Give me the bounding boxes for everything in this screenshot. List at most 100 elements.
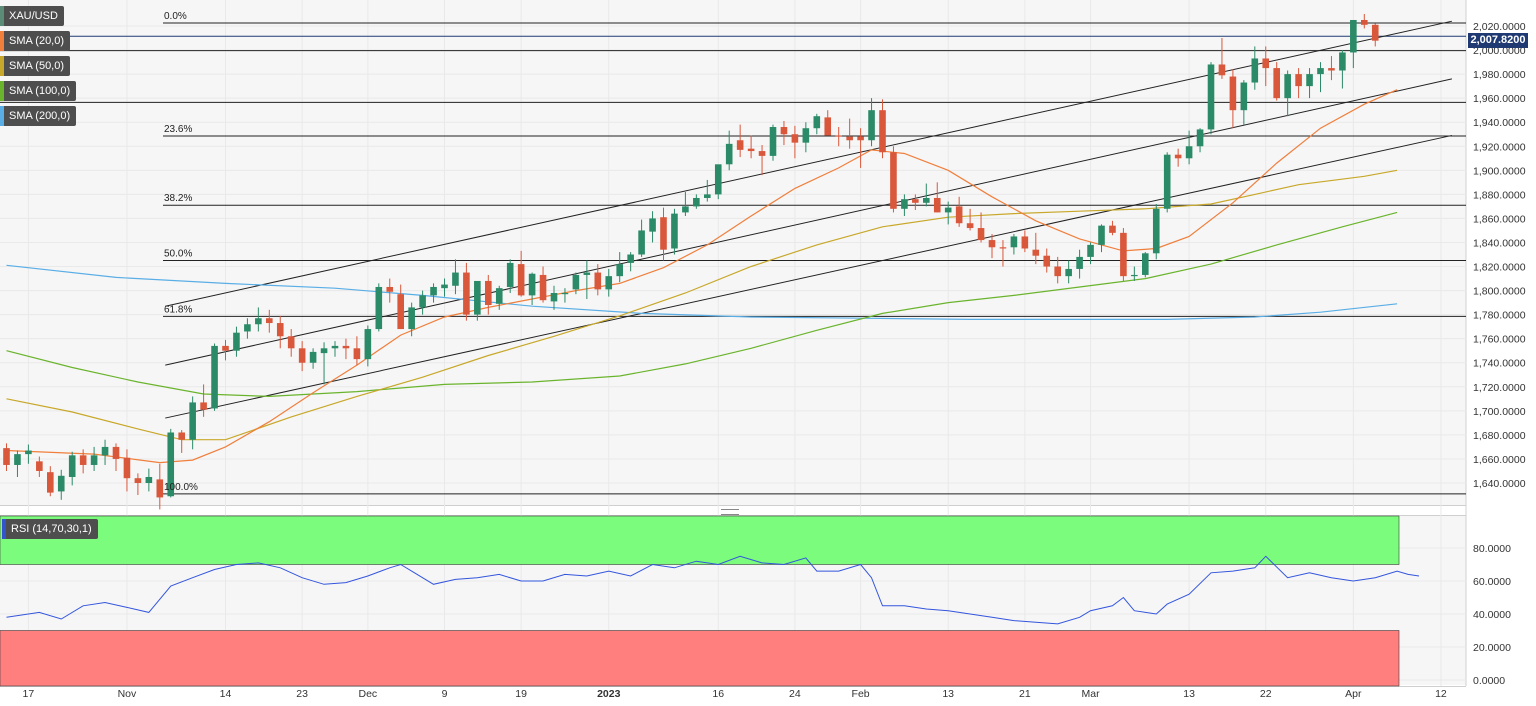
legend-sma-200[interactable]: SMA (200,0): [0, 106, 77, 126]
candle-body-10: [112, 446, 120, 459]
candle-body-19: [211, 345, 218, 409]
candle-66: [725, 130, 733, 171]
price-axis[interactable]: 1,640.0000 1,660.0000 1,680.0000 1,700.0000…: [1473, 21, 1526, 490]
candle-body-28: [309, 351, 317, 363]
sma200-line: [6, 264, 1398, 320]
candle-body-5: [57, 475, 65, 492]
candle-body-0: [3, 448, 10, 465]
candle-body-17: [189, 402, 196, 440]
y-tick-label-3: 1,700.0000: [1473, 406, 1526, 418]
candle-21: [233, 326, 240, 357]
legend-rsi[interactable]: RSI (14,70,30,1): [2, 519, 98, 539]
candle-78: [857, 128, 864, 168]
candle-31: [342, 338, 350, 360]
candle-body-70: [769, 127, 777, 156]
candle-123: [1350, 19, 1357, 69]
candle-71: [780, 121, 788, 146]
candle-body-117: [1284, 74, 1291, 99]
candle-116: [1273, 62, 1280, 101]
legend-sma-20[interactable]: SMA (20,0): [0, 31, 71, 51]
candle-body-110: [1207, 64, 1215, 130]
candle-body-4: [47, 472, 54, 493]
legend-sma-100[interactable]: SMA (100,0): [0, 81, 77, 101]
candle-body-122: [1339, 52, 1346, 71]
candle-104: [1142, 252, 1149, 278]
candle-33: [364, 325, 372, 367]
legend-rsi-label: RSI (14,70,30,1): [11, 523, 92, 535]
price-pane[interactable]: [0, 0, 1466, 505]
x-tick-label-15: 22: [1260, 688, 1272, 700]
candle-49: [539, 266, 547, 303]
candle-125: [1371, 23, 1379, 47]
candle-32: [353, 336, 361, 366]
candle-body-121: [1328, 68, 1335, 71]
candle-body-53: [583, 272, 591, 275]
candle-85: [933, 182, 941, 213]
candle-body-62: [682, 206, 689, 213]
x-tick-label-4: Dec: [359, 688, 378, 700]
candle-body-111: [1218, 64, 1226, 76]
candle-98: [1076, 249, 1083, 279]
candle-body-48: [528, 273, 536, 296]
candle-body-39: [430, 286, 437, 296]
y-tick-label-8: 1,800.0000: [1473, 286, 1526, 298]
candle-body-123: [1350, 19, 1357, 53]
candle-body-96: [1054, 266, 1061, 277]
candle-77: [846, 118, 853, 149]
candle-8: [90, 446, 98, 471]
candle-103: [1131, 266, 1138, 281]
candle-body-66: [725, 143, 733, 165]
candle-56: [616, 252, 623, 283]
candle-body-20: [222, 345, 229, 351]
candle-51: [561, 288, 569, 303]
y-tick-label-13: 1,900.0000: [1473, 165, 1526, 177]
candle-body-31: [342, 345, 350, 349]
candle-4: [47, 466, 54, 497]
pane-resize-handle[interactable]: [721, 509, 739, 515]
x-tick-label-16: Apr: [1345, 688, 1362, 700]
candle-body-30: [331, 345, 339, 349]
rsi-tick-label-2: 40.0000: [1473, 609, 1511, 621]
sma-50-swatch: [0, 56, 4, 76]
time-axis[interactable]: 17 Nov 14 23 Dec 9 19 2023 16 24 Feb 13 21 Mar 13 22 Apr…: [23, 688, 1447, 700]
candle-14: [156, 463, 164, 510]
rsi-tick-label-3: 60.0000: [1473, 576, 1511, 588]
candle-96: [1054, 256, 1061, 284]
candle-36: [397, 284, 404, 330]
candle-body-119: [1306, 74, 1313, 87]
sma-100-swatch: [0, 81, 4, 101]
candle-110: [1207, 62, 1215, 135]
legend-symbol[interactable]: XAU/USD: [0, 6, 64, 26]
candle-body-116: [1273, 68, 1280, 99]
candle-24: [266, 309, 273, 333]
sma-20-swatch: [0, 31, 4, 51]
candle-18: [200, 384, 207, 417]
rsi-axis[interactable]: 0.0000 20.0000 40.0000 60.0000 80.0000: [1473, 543, 1511, 687]
candle-body-52: [572, 274, 580, 290]
candle-112: [1229, 69, 1237, 129]
candle-body-34: [375, 286, 383, 330]
candle-body-14: [156, 479, 164, 498]
candle-50: [550, 285, 558, 310]
candle-body-51: [561, 292, 569, 295]
last-price-tag: 2,007.8200: [1468, 33, 1528, 48]
candle-83: [912, 194, 919, 211]
candle-39: [430, 283, 437, 303]
candle-48: [528, 272, 536, 306]
candle-75: [824, 110, 832, 136]
x-tick-label-17: 12: [1435, 688, 1447, 700]
candle-109: [1196, 128, 1204, 153]
candle-body-56: [616, 264, 623, 277]
candle-13: [145, 468, 153, 492]
candle-body-88: [966, 223, 974, 229]
candle-12: [134, 473, 142, 496]
candle-body-112: [1229, 76, 1237, 111]
legend-sma-50[interactable]: SMA (50,0): [0, 56, 71, 76]
y-tick-label-9: 1,820.0000: [1473, 262, 1526, 274]
y-tick-label-0: 1,640.0000: [1473, 478, 1526, 490]
candle-body-12: [134, 478, 142, 483]
candle-body-99: [1087, 244, 1094, 257]
candle-113: [1240, 80, 1248, 125]
candle-20: [222, 339, 229, 361]
fib-label-5: 100.0%: [164, 482, 198, 493]
